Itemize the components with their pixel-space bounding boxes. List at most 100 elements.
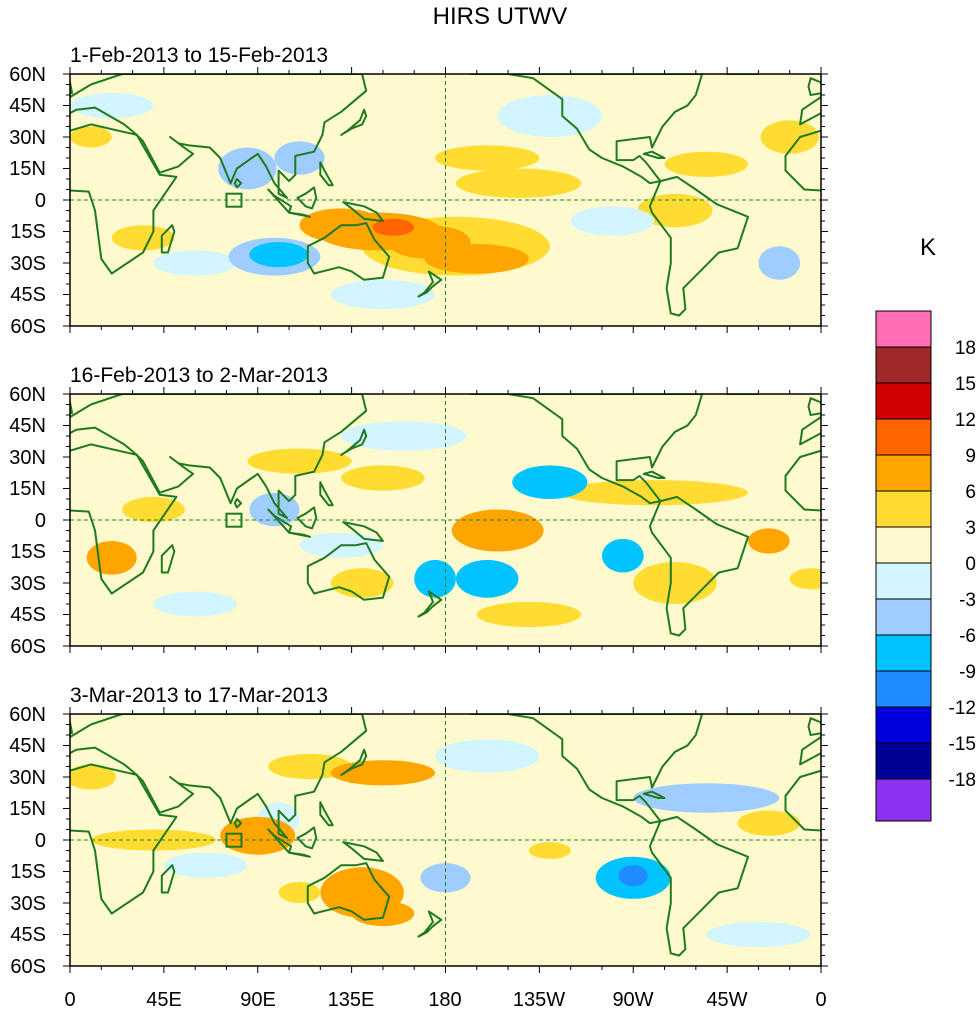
cuba-coastline (642, 470, 666, 479)
colorbar-unit: K (920, 234, 936, 261)
lat-label: 15N (9, 798, 46, 820)
negative-anomaly-region (601, 538, 644, 573)
panel-3-lat-labels: 60N 45N 30N 15N 0 15S 30S 45S 60S (9, 704, 46, 978)
lon-label: 90E (240, 989, 276, 1011)
colorbar-label: 3 (965, 518, 976, 539)
indonesia-1-coastline (267, 828, 293, 854)
negative-anomaly-region (706, 921, 811, 948)
positive-anomaly-region (90, 829, 217, 851)
lat-label: 60S (10, 636, 46, 658)
philippines-coastline (319, 801, 334, 827)
positive-anomaly-region (278, 882, 321, 903)
colorbar-swatch (876, 527, 931, 563)
positive-anomaly-region (664, 151, 748, 177)
colorbar-swatch (876, 491, 931, 527)
panel-2-lat-labels: 60N 45N 30N 15N 0 15S 30S 45S 60S (9, 384, 46, 658)
lon-label: 0 (815, 989, 826, 1011)
positive-anomaly-region (476, 515, 519, 537)
north-america-coastline (469, 714, 704, 825)
negative-anomaly-region (633, 783, 780, 813)
positive-anomaly-region (387, 225, 471, 259)
borneo-coastline (296, 826, 318, 850)
lat-label: 45S (10, 284, 46, 306)
indonesia-2-coastline (288, 851, 311, 858)
lat-label: 30N (9, 767, 46, 789)
madagascar-coastline (160, 544, 176, 574)
lon-label: 45W (706, 989, 747, 1011)
new-zealand-coastline (417, 590, 443, 618)
madagascar-coastline (160, 224, 176, 254)
positive-anomaly-region (372, 218, 415, 236)
colorbar-label: -12 (949, 698, 976, 719)
africa-coastline (70, 123, 178, 275)
lat-label: 30N (9, 127, 46, 149)
cuba-coastline (642, 790, 666, 799)
negative-anomaly-region (70, 92, 154, 119)
negative-anomaly-region (618, 865, 648, 887)
philippines-coastline (319, 481, 334, 507)
sri-lanka-coastline (233, 178, 243, 189)
negative-anomaly-region (249, 242, 308, 268)
north-america-coastline (469, 74, 704, 185)
colorbar-swatch (876, 419, 931, 455)
positive-anomaly-region (111, 225, 175, 251)
negative-anomaly-region (414, 559, 456, 598)
japan-coastline (340, 748, 368, 776)
lon-label: 0 (64, 989, 75, 1011)
africa-coastline (70, 443, 178, 595)
uk-coastline (807, 397, 821, 416)
negative-anomaly-region (455, 559, 519, 598)
sri-lanka-coastline (233, 498, 243, 509)
new-zealand-coastline (417, 270, 443, 298)
positive-anomaly-region (355, 867, 381, 889)
lat-label: 60N (9, 704, 46, 726)
lat-label: 30S (10, 893, 46, 915)
madagascar-coastline (160, 864, 176, 894)
panel-1-title: 1-Feb-2013 to 15-Feb-2013 (70, 44, 328, 67)
positive-anomaly-region (351, 900, 415, 927)
indonesia-1-coastline (267, 188, 293, 214)
south-america-coastline (648, 815, 749, 957)
indonesia-2-coastline (288, 531, 311, 538)
lat-label: 60N (9, 64, 46, 86)
lat-label: 45S (10, 604, 46, 626)
uk-coastline (807, 717, 821, 736)
colorbar-label: 0 (965, 554, 976, 575)
africa-coastline (70, 763, 178, 915)
map-panel-1: 1-Feb-2013 to 15-Feb-2013 60N 45N 30N 15… (9, 44, 828, 338)
australia-coastline (306, 222, 391, 281)
philippines-coastline (319, 161, 334, 187)
negative-anomaly-region (330, 279, 436, 310)
lat-label: 45N (9, 415, 46, 437)
positive-anomaly-region (70, 126, 112, 148)
lat-label: 60S (10, 956, 46, 978)
panel-3-coastlines (70, 714, 821, 957)
positive-anomaly-region (747, 528, 790, 554)
australia-coastline (306, 862, 391, 921)
panel-3-title: 3-Mar-2013 to 17-Mar-2013 (70, 684, 328, 707)
colorbar-label: -6 (959, 626, 976, 647)
negative-anomaly-region (570, 206, 655, 236)
colorbar-outlines (875, 310, 932, 822)
colorbar-swatch (876, 671, 931, 707)
lat-label: 30S (10, 573, 46, 595)
new-guinea-coastline (342, 841, 384, 862)
colorbar-label: 12 (955, 410, 976, 431)
colorbar-label: -15 (949, 734, 976, 755)
negative-anomaly-region (153, 591, 237, 617)
lat-label: 60S (10, 316, 46, 338)
positive-anomaly-region (247, 448, 352, 474)
japan-coastline (340, 108, 368, 136)
map-panel-2: 16-Feb-2013 to 2-Mar-2013 60N 45N 30N 15… (9, 364, 828, 658)
lat-label: 0 (35, 190, 46, 212)
panel-1-coastlines (70, 74, 821, 317)
figure-title: HIRS UTWV (433, 3, 568, 30)
negative-anomaly-region (758, 246, 801, 280)
negative-anomaly-region (163, 852, 248, 878)
uk-coastline (807, 77, 821, 96)
sri-lanka-coastline (233, 818, 243, 829)
lat-label: 45N (9, 95, 46, 117)
europe-asia-coastline (70, 394, 368, 519)
lon-label: 135W (513, 989, 565, 1011)
